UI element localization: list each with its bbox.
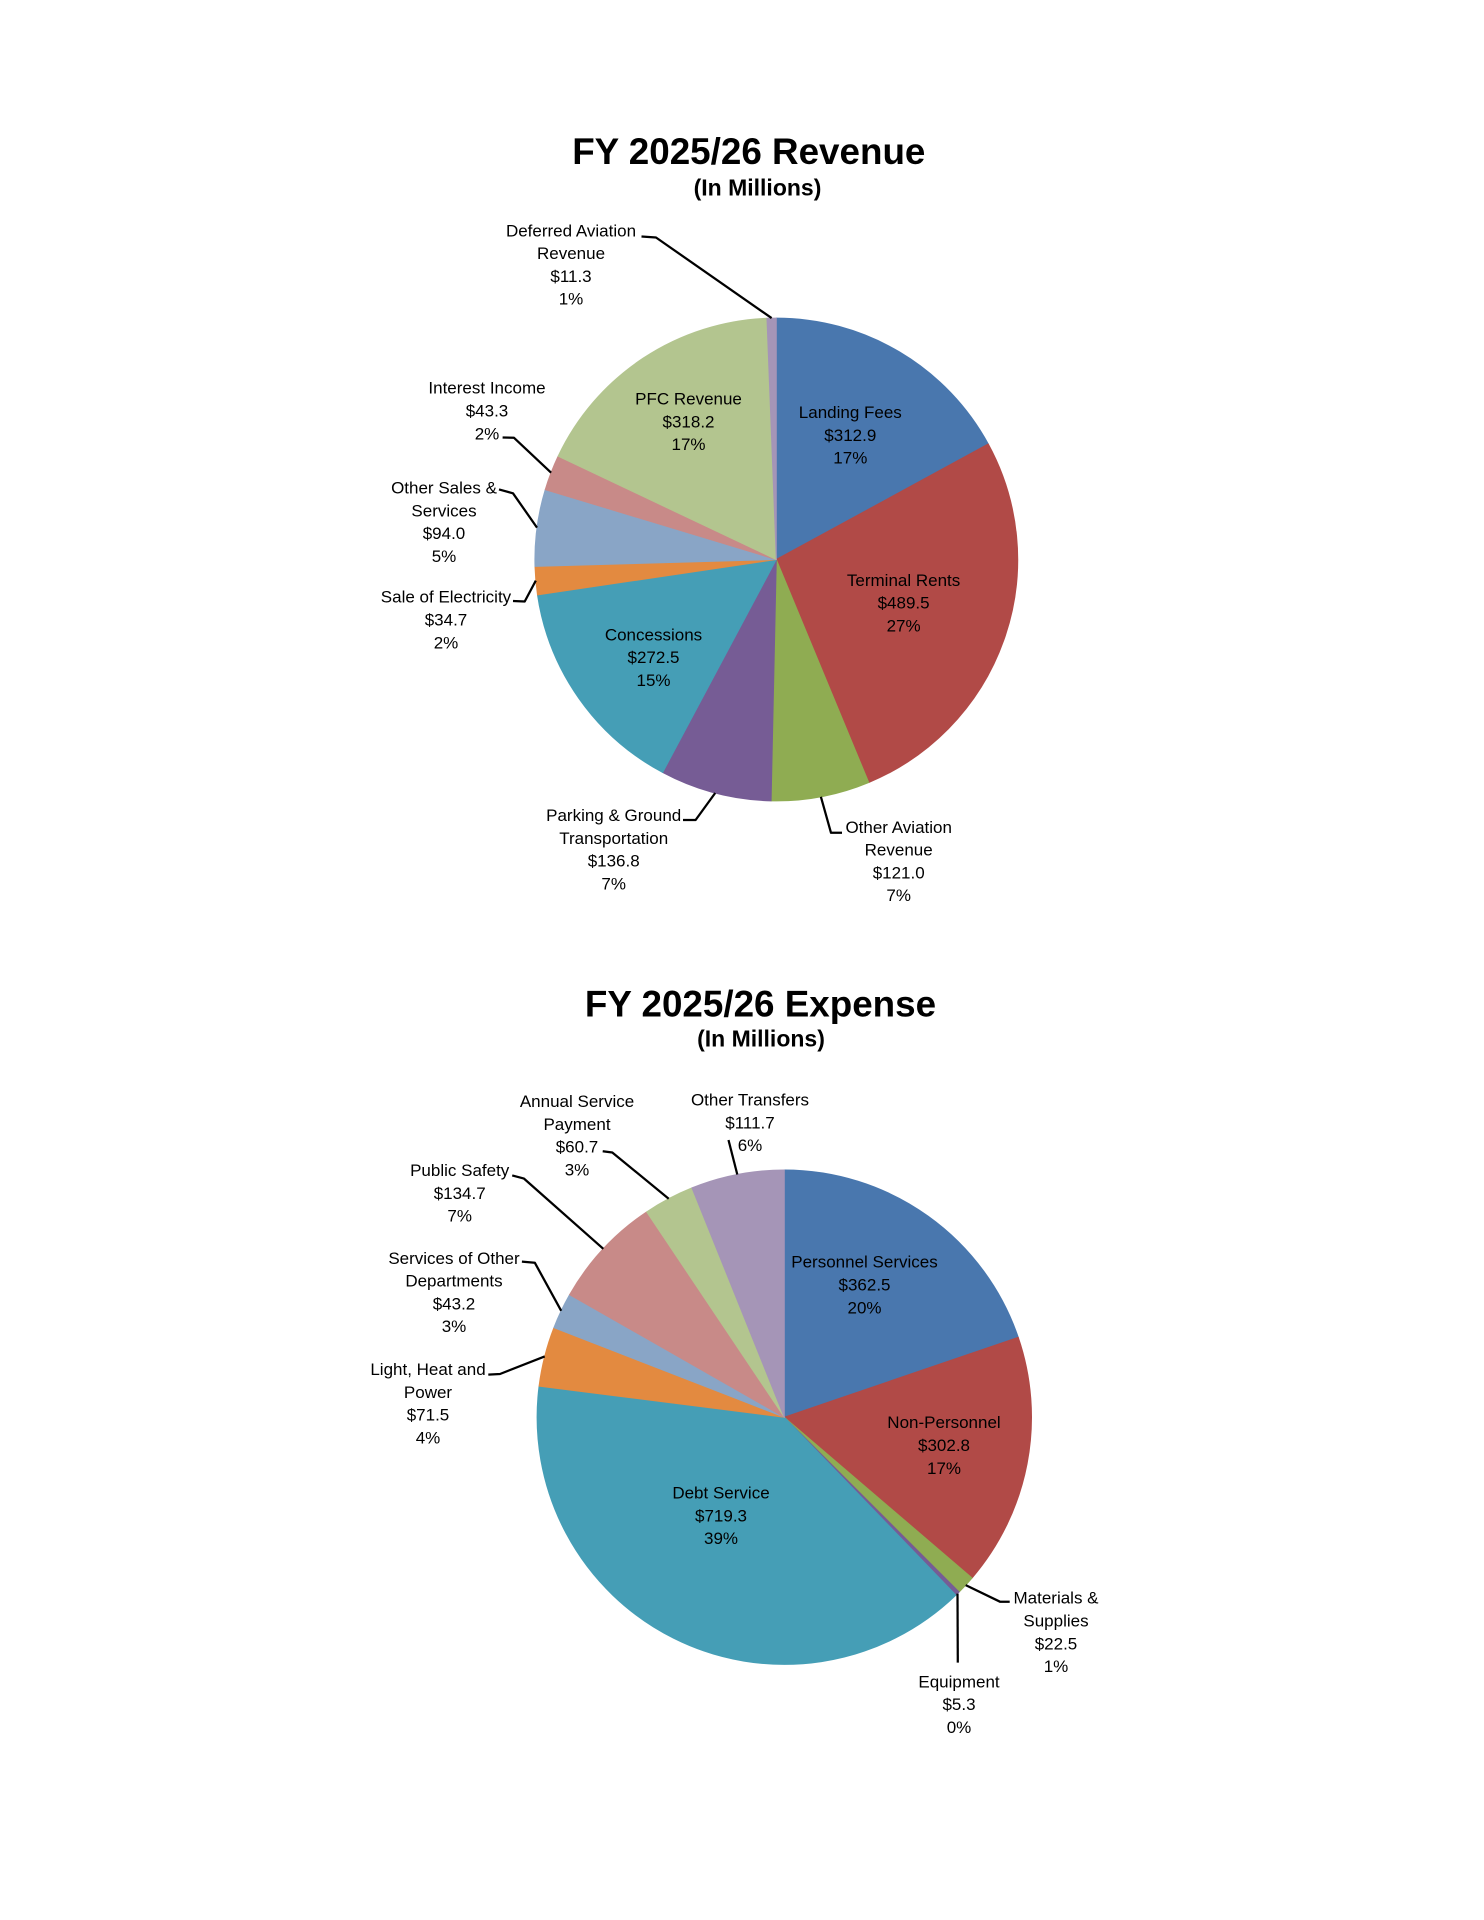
svg-text:(In Millions): (In Millions) xyxy=(694,174,822,200)
svg-text:Other Transfers$111.76%: Other Transfers $111.7 6% xyxy=(691,1091,809,1156)
svg-text:Debt Service$719.339%: Debt Service $719.3 39% xyxy=(672,1484,769,1549)
svg-text:PFC Revenue$318.217%: PFC Revenue $318.2 17% xyxy=(635,390,742,455)
svg-text:Landing Fees$312.917%: Landing Fees $312.9 17% xyxy=(799,403,902,468)
svg-text:FY 2025/26 Revenue: FY 2025/26 Revenue xyxy=(572,131,925,172)
svg-text:(In Millions): (In Millions) xyxy=(697,1025,825,1051)
svg-text:Concessions$272.515%: Concessions $272.5 15% xyxy=(605,625,702,690)
svg-text:FY 2025/26 Expense: FY 2025/26 Expense xyxy=(585,984,936,1025)
svg-text:Personnel Services$362.520%: Personnel Services $362.5 20% xyxy=(791,1253,937,1318)
svg-text:Sale of Electricity$34.72%: Sale of Electricity $34.7 2% xyxy=(381,588,512,653)
svg-text:Interest Income$43.32%: Interest Income $43.3 2% xyxy=(428,379,545,444)
svg-text:Public Safety$134.77%: Public Safety $134.7 7% xyxy=(410,1161,510,1226)
svg-text:Equipment$5.30%: Equipment $5.3 0% xyxy=(918,1672,1000,1737)
svg-text:Other Sales &Services$94.05%: Other Sales & Services $94.0 5% xyxy=(391,479,497,566)
svg-text:Non-Personnel$302.817%: Non-Personnel $302.8 17% xyxy=(887,1413,1000,1478)
svg-text:Terminal Rents$489.527%: Terminal Rents $489.5 27% xyxy=(847,571,960,636)
svg-text:Materials &Supplies$22.51%: Materials & Supplies $22.5 1% xyxy=(1013,1589,1099,1676)
